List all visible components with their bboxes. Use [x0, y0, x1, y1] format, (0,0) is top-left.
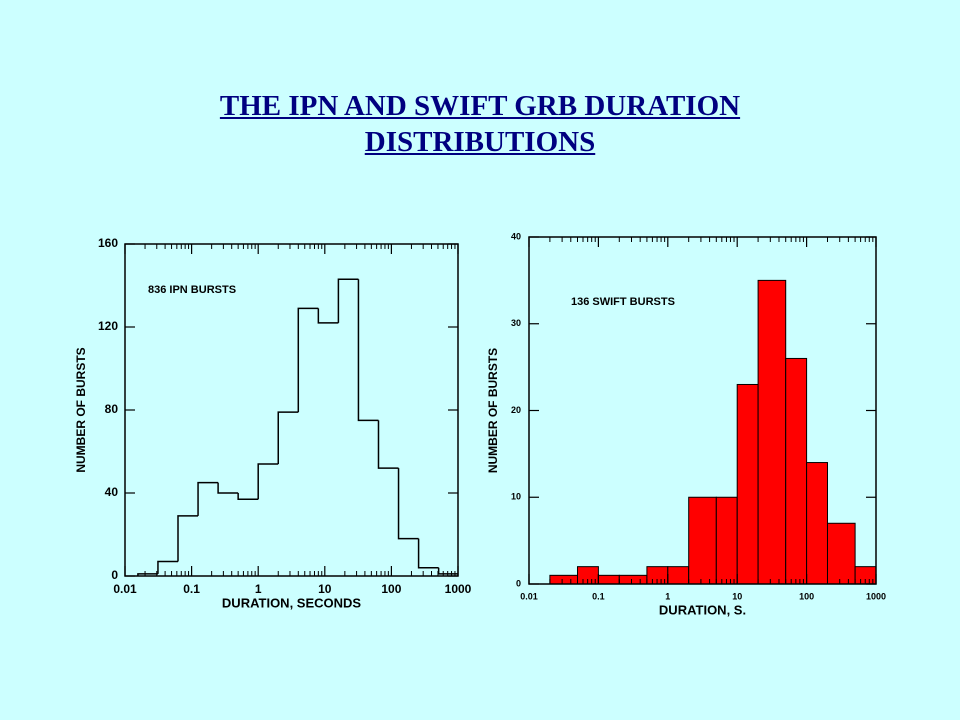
y-tick-label: 80	[105, 402, 119, 416]
histogram-step	[337, 278, 359, 323]
y-tick-label: 120	[98, 319, 118, 333]
y-tick-label: 30	[511, 318, 521, 328]
histogram-step	[397, 468, 419, 540]
x-tick-label: 0.1	[592, 591, 605, 601]
histogram-step	[157, 560, 179, 574]
histogram-bar	[667, 566, 690, 585]
slide-title: THE IPN AND SWIFT GRB DURATION DISTRIBUT…	[219, 90, 741, 158]
y-axis-label: NUMBER OF BURSTS	[74, 347, 88, 472]
histogram-step	[197, 481, 219, 516]
histogram-bars	[549, 279, 876, 585]
x-tick-label: 10	[732, 591, 742, 601]
histogram-step	[317, 308, 339, 324]
histogram-step	[417, 538, 439, 569]
annotation: 136 SWIFT BURSTS	[571, 296, 675, 308]
x-tick-label: 0.1	[183, 582, 200, 596]
histogram-bar	[736, 383, 759, 585]
y-tick-label: 0	[111, 568, 118, 582]
x-axis-label: DURATION, S.	[659, 602, 746, 617]
annotation: 836 IPN BURSTS	[148, 284, 236, 296]
histogram-step	[297, 307, 319, 413]
x-tick-label: 0.01	[113, 582, 137, 596]
histogram-bar	[688, 496, 717, 585]
x-tick-label: 1000	[866, 591, 886, 601]
histogram-bar	[826, 522, 856, 585]
histogram-bars	[137, 278, 458, 576]
histogram-step	[357, 279, 379, 422]
histogram-bar	[785, 357, 808, 585]
histogram-bar	[806, 462, 828, 585]
histogram-bar	[597, 574, 620, 585]
histogram-step	[237, 493, 259, 500]
histogram-step	[177, 515, 199, 562]
histogram-step	[257, 463, 279, 500]
x-tick-label: 10	[318, 582, 332, 596]
histogram-step	[277, 411, 299, 464]
y-tick-label: 40	[511, 231, 521, 241]
x-tick-label: 1000	[445, 582, 472, 596]
y-axis-label: NUMBER OF BURSTS	[486, 348, 500, 473]
y-tick-label: 10	[511, 492, 521, 502]
y-tick-label: 0	[516, 578, 521, 588]
x-tick-label: 1	[255, 582, 262, 596]
histogram-bar	[549, 574, 579, 585]
x-tick-label: 100	[381, 582, 401, 596]
x-tick-label: 1	[665, 591, 670, 601]
histogram-step	[437, 567, 458, 576]
y-tick-label: 160	[98, 236, 118, 250]
y-tick-label: 20	[511, 405, 521, 415]
histogram-step	[217, 482, 239, 494]
histogram-step	[377, 420, 399, 469]
x-tick-label: 0.01	[520, 591, 538, 601]
histogram-bar	[715, 496, 738, 585]
x-axis-label: DURATION, SECONDS	[222, 595, 361, 610]
histogram-bar	[757, 279, 787, 585]
x-tick-label: 100	[799, 591, 814, 601]
histogram-bar	[618, 574, 648, 585]
y-tick-label: 40	[105, 485, 119, 499]
